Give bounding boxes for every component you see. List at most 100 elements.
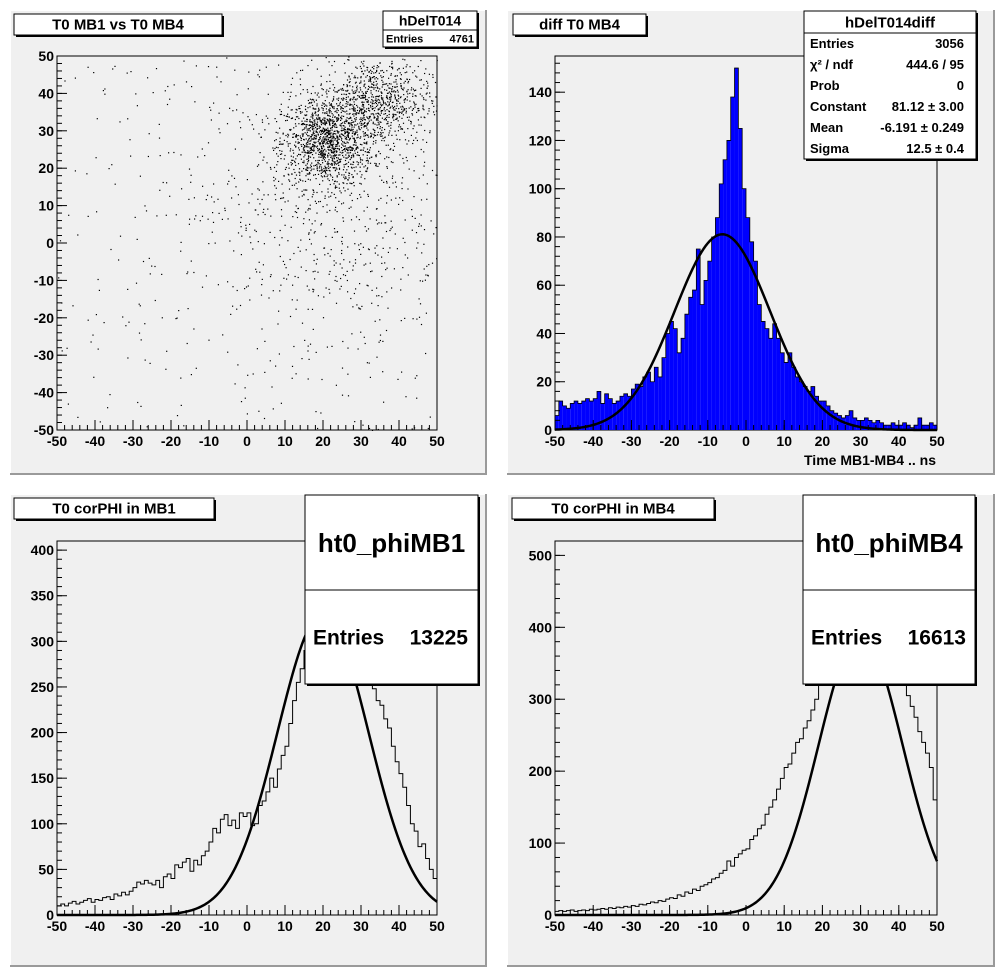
scatter-point [310,151,312,153]
scatter-point [375,208,378,210]
scatter-point [307,199,309,201]
scatter-point [289,129,291,131]
scatter-point [292,156,294,158]
scatter-point [139,175,141,177]
scatter-point [318,127,320,129]
scatter-point [388,186,391,188]
scatter-point [379,107,381,109]
scatter-point [374,247,376,249]
scatter-point [155,68,158,70]
scatter-point [324,153,326,156]
scatter-point [378,124,380,126]
scatter-point [360,136,362,138]
scatter-point [213,201,215,203]
scatter-point [295,135,297,137]
scatter-point [373,114,375,116]
scatter-point [330,135,332,137]
scatter-point [375,219,378,221]
scatter-point [392,182,394,184]
scatter-point [380,110,382,112]
scatter-point [334,186,336,188]
scatter-point [152,92,154,94]
scatter-point [288,179,290,181]
scatter-point [343,84,345,86]
y-tick-label: 500 [529,547,553,563]
scatter-point [233,177,236,179]
scatter-point [342,141,344,143]
scatter-point [314,164,317,166]
scatter-point [384,102,386,104]
scatter-point [384,215,386,217]
pad-bevel-dark [10,10,487,475]
scatter-point [303,123,306,125]
scatter-point [290,148,292,150]
scatter-point [339,134,341,136]
scatter-point [224,207,226,209]
scatter-point [374,131,376,133]
scatter-point [270,274,272,276]
scatter-point [340,117,342,119]
scatter-point [306,146,308,148]
scatter-point [336,160,338,162]
scatter-point [352,153,354,155]
scatter-point [312,271,314,273]
scatter-point [140,339,142,341]
scatter-point [355,77,357,79]
scatter-point [276,121,278,123]
scatter-point [209,106,211,108]
scatter-point [313,191,315,193]
scatter-point [352,148,354,150]
scatter-point [144,323,146,325]
scatter-point [386,116,388,118]
scatter-point [241,138,243,140]
scatter-point [357,151,359,153]
scatter-point [375,102,377,105]
scatter-point [315,351,317,353]
scatter-point [331,143,333,145]
scatter-point [384,110,386,112]
scatter-point [297,141,299,143]
scatter-point [324,133,326,135]
scatter-point [308,232,310,234]
scatter-point [306,120,308,123]
scatter-point [428,108,430,110]
scatter-point [95,314,97,316]
scatter-point [340,123,342,125]
scatter-point [324,123,326,125]
scatter-point [265,66,267,68]
histogram-bar [577,403,582,430]
scatter-point [379,175,381,177]
scatter-point [432,74,434,76]
scatter-point [327,129,329,131]
scatter-point [390,96,392,98]
scatter-point [261,119,263,121]
scatter-point [347,101,349,103]
scatter-point [233,250,235,252]
scatter-point [351,72,353,75]
scatter-point [395,81,397,83]
scatter-point [389,149,391,151]
scatter-point [326,346,328,348]
scatter-point [311,99,313,101]
scatter-point [348,174,350,177]
scatter-point [330,144,332,146]
title-box [511,497,715,520]
scatter-point [351,126,353,128]
scatter-point [361,112,363,115]
scatter-point [109,394,111,396]
scatter-point [324,154,326,156]
scatter-point [371,102,374,104]
scatter-point [375,154,378,156]
scatter-point [320,156,322,158]
scatter-point [307,141,309,143]
scatter-point [326,167,328,169]
scatter-point [270,215,272,217]
scatter-point [311,168,313,170]
scatter-point [351,155,353,157]
scatter-point [298,108,300,110]
scatter-point [400,87,403,89]
scatter-point [185,81,188,83]
scatter-point [354,421,356,423]
scatter-point [324,170,326,172]
scatter-point [364,83,366,85]
